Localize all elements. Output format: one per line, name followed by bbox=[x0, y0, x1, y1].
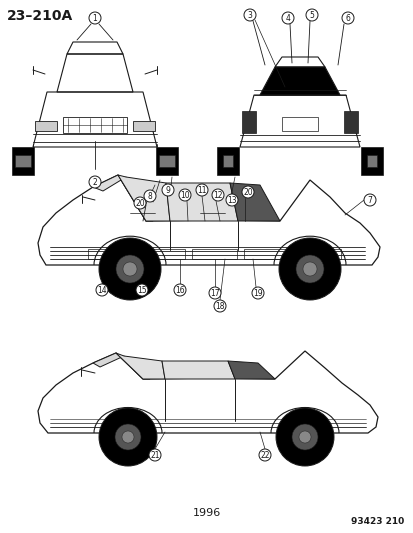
Circle shape bbox=[89, 12, 101, 24]
Bar bbox=[63, 117, 127, 133]
Polygon shape bbox=[93, 353, 150, 379]
Bar bbox=[88, 249, 133, 259]
Circle shape bbox=[281, 12, 293, 24]
Circle shape bbox=[278, 238, 340, 300]
Polygon shape bbox=[259, 67, 339, 95]
Text: 3: 3 bbox=[247, 11, 252, 20]
Polygon shape bbox=[161, 361, 235, 379]
Circle shape bbox=[259, 449, 271, 461]
Polygon shape bbox=[118, 175, 170, 221]
Text: 9: 9 bbox=[165, 185, 170, 195]
Circle shape bbox=[99, 238, 161, 300]
Text: 22: 22 bbox=[260, 450, 269, 459]
Text: 23–210A: 23–210A bbox=[7, 9, 73, 23]
Circle shape bbox=[99, 408, 157, 466]
Bar bbox=[360, 147, 382, 175]
Text: 4: 4 bbox=[285, 13, 290, 22]
Bar bbox=[216, 147, 238, 175]
Circle shape bbox=[341, 12, 353, 24]
Text: 13: 13 bbox=[227, 196, 236, 205]
Bar bbox=[281, 117, 317, 131]
Circle shape bbox=[298, 431, 310, 443]
Text: 2: 2 bbox=[93, 177, 97, 187]
Text: 7: 7 bbox=[367, 196, 372, 205]
Text: 1996: 1996 bbox=[192, 508, 221, 518]
Bar bbox=[295, 249, 340, 259]
Circle shape bbox=[89, 176, 101, 188]
Circle shape bbox=[243, 9, 255, 21]
Circle shape bbox=[295, 255, 323, 283]
Text: 20: 20 bbox=[135, 198, 145, 207]
Text: 8: 8 bbox=[147, 191, 152, 200]
Circle shape bbox=[305, 9, 317, 21]
Polygon shape bbox=[228, 361, 274, 379]
Text: 1: 1 bbox=[93, 13, 97, 22]
Circle shape bbox=[252, 287, 263, 299]
Text: 18: 18 bbox=[215, 302, 224, 311]
Text: 17: 17 bbox=[210, 288, 219, 297]
Bar bbox=[156, 147, 178, 175]
Circle shape bbox=[116, 255, 144, 283]
Text: 12: 12 bbox=[213, 190, 222, 199]
Bar bbox=[35, 121, 57, 131]
Polygon shape bbox=[166, 183, 237, 221]
Circle shape bbox=[144, 190, 156, 202]
Bar bbox=[343, 111, 357, 133]
Circle shape bbox=[173, 284, 185, 296]
Circle shape bbox=[122, 431, 134, 443]
Circle shape bbox=[136, 284, 147, 296]
Circle shape bbox=[302, 262, 316, 276]
Circle shape bbox=[242, 186, 254, 198]
Circle shape bbox=[134, 197, 146, 209]
Circle shape bbox=[195, 184, 207, 196]
Circle shape bbox=[149, 449, 161, 461]
Bar bbox=[243, 249, 288, 259]
Circle shape bbox=[291, 424, 317, 450]
Text: 14: 14 bbox=[97, 286, 107, 295]
Bar bbox=[140, 249, 185, 259]
Circle shape bbox=[178, 189, 190, 201]
Polygon shape bbox=[230, 183, 279, 221]
Text: 21: 21 bbox=[150, 450, 159, 459]
Text: 19: 19 bbox=[253, 288, 262, 297]
Circle shape bbox=[123, 262, 137, 276]
Circle shape bbox=[363, 194, 375, 206]
Bar bbox=[242, 111, 255, 133]
Text: 93423 210: 93423 210 bbox=[350, 516, 403, 526]
Bar bbox=[366, 155, 376, 167]
Text: 5: 5 bbox=[309, 11, 314, 20]
Text: 15: 15 bbox=[137, 286, 147, 295]
Bar bbox=[12, 147, 34, 175]
Bar bbox=[192, 249, 236, 259]
Circle shape bbox=[209, 287, 221, 299]
Bar bbox=[223, 155, 233, 167]
Circle shape bbox=[275, 408, 333, 466]
Circle shape bbox=[161, 184, 173, 196]
Circle shape bbox=[225, 194, 237, 206]
Bar bbox=[159, 155, 175, 167]
Circle shape bbox=[115, 424, 141, 450]
Text: 16: 16 bbox=[175, 286, 184, 295]
Circle shape bbox=[211, 189, 223, 201]
Circle shape bbox=[96, 284, 108, 296]
Text: 20: 20 bbox=[242, 188, 252, 197]
Bar bbox=[15, 155, 31, 167]
Text: 10: 10 bbox=[180, 190, 189, 199]
Polygon shape bbox=[93, 175, 153, 221]
Polygon shape bbox=[116, 353, 165, 379]
Text: 11: 11 bbox=[197, 185, 206, 195]
Bar bbox=[133, 121, 154, 131]
Text: 6: 6 bbox=[345, 13, 349, 22]
Circle shape bbox=[214, 300, 225, 312]
